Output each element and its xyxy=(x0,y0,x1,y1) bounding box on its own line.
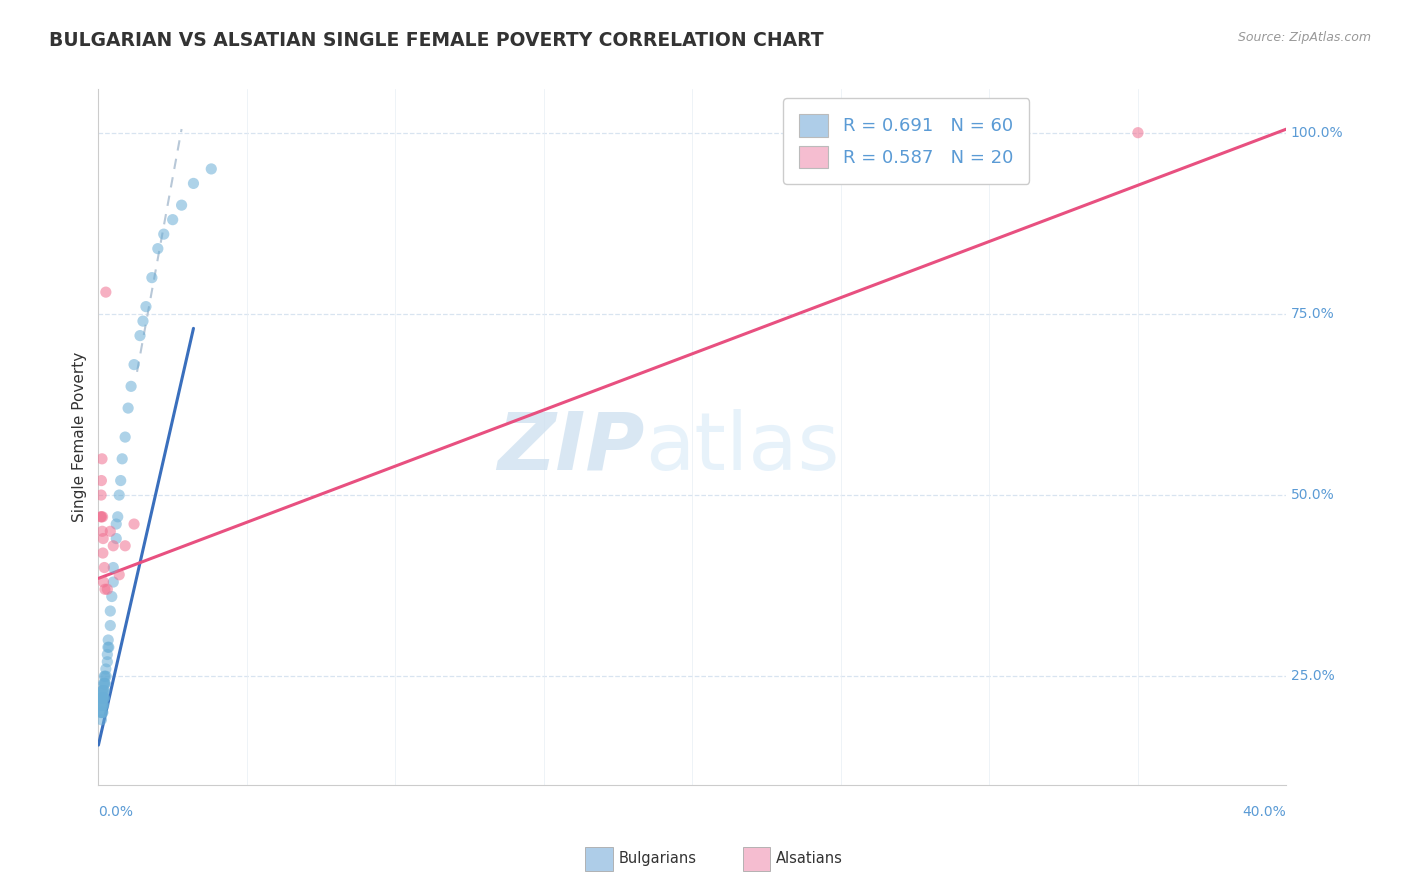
Point xyxy=(96,648,118,662)
Point xyxy=(90,706,112,720)
Point xyxy=(91,532,114,546)
Point xyxy=(91,690,114,705)
Point xyxy=(101,590,124,604)
Point xyxy=(105,517,128,532)
Point xyxy=(94,669,117,683)
Point xyxy=(152,227,174,242)
Text: Bulgarians: Bulgarians xyxy=(619,852,696,866)
Point xyxy=(117,401,139,416)
Point xyxy=(90,474,112,488)
Point xyxy=(91,683,114,698)
Point xyxy=(93,683,115,698)
Point xyxy=(107,509,129,524)
Text: Source: ZipAtlas.com: Source: ZipAtlas.com xyxy=(1237,31,1371,45)
Point xyxy=(90,509,112,524)
Point xyxy=(93,669,115,683)
Point xyxy=(97,633,120,648)
Point xyxy=(93,676,115,690)
Point xyxy=(93,690,115,705)
Point xyxy=(90,509,112,524)
Point xyxy=(91,546,114,560)
Point xyxy=(129,328,152,343)
Point xyxy=(114,539,136,553)
Point xyxy=(162,212,184,227)
Point xyxy=(103,539,125,553)
Point xyxy=(91,509,114,524)
Point xyxy=(91,698,114,713)
Point xyxy=(91,698,114,713)
Point xyxy=(111,451,134,466)
Point xyxy=(91,706,114,720)
Point xyxy=(108,488,131,502)
Text: ZIP: ZIP xyxy=(498,409,645,486)
Point xyxy=(98,618,121,632)
Text: BULGARIAN VS ALSATIAN SINGLE FEMALE POVERTY CORRELATION CHART: BULGARIAN VS ALSATIAN SINGLE FEMALE POVE… xyxy=(49,31,824,50)
Point xyxy=(96,655,118,669)
Point xyxy=(96,582,118,597)
Point xyxy=(122,517,145,532)
Point xyxy=(94,676,117,690)
Point xyxy=(94,285,117,300)
Point xyxy=(90,706,112,720)
Point xyxy=(91,683,114,698)
Text: atlas: atlas xyxy=(645,409,839,486)
Text: 50.0%: 50.0% xyxy=(1291,488,1334,502)
Point xyxy=(90,713,112,727)
Point xyxy=(93,676,115,690)
Point xyxy=(170,198,193,212)
Point xyxy=(90,690,112,705)
Y-axis label: Single Female Poverty: Single Female Poverty xyxy=(72,352,87,522)
Point xyxy=(90,690,112,705)
Point xyxy=(132,314,155,328)
Point xyxy=(93,698,115,713)
Text: Alsatians: Alsatians xyxy=(776,852,844,866)
Point xyxy=(93,690,115,705)
Text: 100.0%: 100.0% xyxy=(1291,126,1343,140)
Point xyxy=(93,560,115,574)
Point xyxy=(93,690,115,705)
Point xyxy=(103,574,125,589)
Point xyxy=(97,640,120,655)
Point xyxy=(98,604,121,618)
Point xyxy=(122,358,145,372)
Point xyxy=(141,270,163,285)
Text: 75.0%: 75.0% xyxy=(1291,307,1334,321)
Point xyxy=(97,640,120,655)
Point xyxy=(183,177,205,191)
Point xyxy=(120,379,142,393)
Text: 25.0%: 25.0% xyxy=(1291,669,1334,683)
Point xyxy=(90,488,112,502)
Point xyxy=(94,662,117,676)
Point xyxy=(103,560,125,574)
Point xyxy=(93,676,115,690)
Point xyxy=(135,300,157,314)
Point xyxy=(110,474,132,488)
Legend: R = 0.691   N = 60, R = 0.587   N = 20: R = 0.691 N = 60, R = 0.587 N = 20 xyxy=(783,98,1029,184)
Point xyxy=(93,574,115,589)
Point xyxy=(105,532,128,546)
Point xyxy=(91,524,114,539)
Point xyxy=(93,683,115,698)
Point xyxy=(91,451,114,466)
Text: 0.0%: 0.0% xyxy=(98,805,134,819)
Point xyxy=(114,430,136,444)
Point xyxy=(91,683,114,698)
Point xyxy=(108,567,131,582)
Point xyxy=(98,524,121,539)
Point xyxy=(146,242,169,256)
Point xyxy=(91,706,114,720)
Point xyxy=(90,698,112,713)
Point xyxy=(91,690,114,705)
Point xyxy=(200,161,222,176)
Point xyxy=(94,582,117,597)
Text: 40.0%: 40.0% xyxy=(1243,805,1286,819)
Point xyxy=(91,698,114,713)
Point xyxy=(1126,126,1149,140)
Point xyxy=(94,669,117,683)
